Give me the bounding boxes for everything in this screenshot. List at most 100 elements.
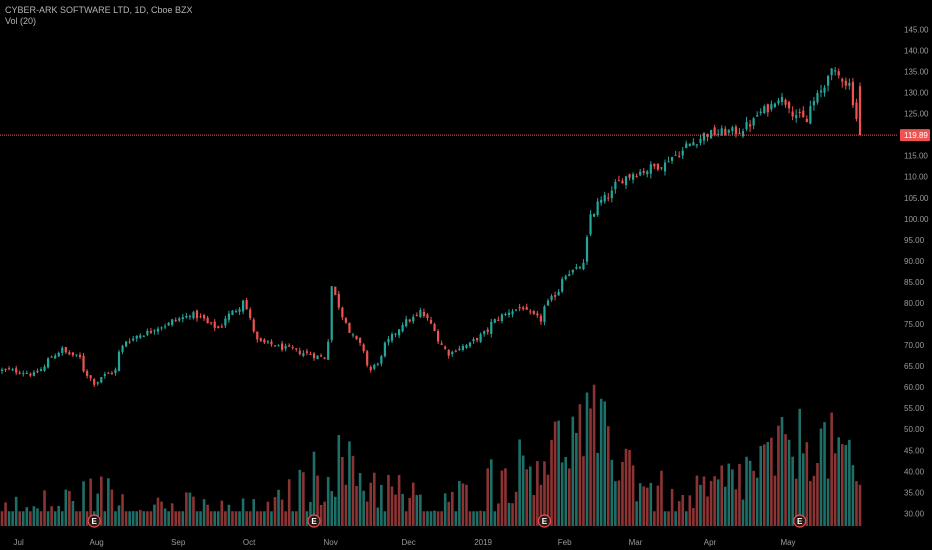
candle-body [355,335,358,340]
candle [525,303,528,310]
earnings-marker[interactable]: E [307,514,321,528]
volume-bar [826,478,830,526]
candle-body [249,309,252,319]
volume-bar [571,416,575,526]
symbol-title[interactable]: CYBER-ARK SOFTWARE LTD, 1D, Cboe BZX [5,5,193,15]
volume-bar [433,510,436,526]
volume-bar [110,489,114,526]
earnings-marker[interactable]: E [87,514,101,528]
candle-body [405,319,408,327]
candle [738,127,741,135]
candle-body [617,180,621,182]
candle [54,353,57,359]
price-axis[interactable]: 145.00140.00135.00130.00125.00120.00115.… [904,25,929,518]
candle [451,350,454,357]
candle-body [57,352,60,357]
volume-bar [840,444,844,526]
volume-bar [777,425,780,526]
volume-bar [39,511,43,526]
candle [259,337,262,342]
volume-bar [660,470,663,526]
volume-bar [699,484,702,526]
candle [741,128,745,138]
candle-body [383,342,387,357]
candle [39,367,43,372]
candle-body [461,346,465,350]
candle [582,259,585,271]
earnings-marker-circle [87,514,101,528]
volume-bar [780,416,784,526]
candle-body [770,104,773,110]
candle [819,84,823,98]
candle [844,77,847,90]
candle-body [465,345,468,348]
volume-bar [755,477,759,526]
candle-body [348,322,351,333]
volume-bar [553,421,557,526]
volume-bar [461,483,465,526]
volume-bar [748,460,752,526]
candle [670,156,674,164]
candle-body [475,337,479,341]
candle [376,362,379,367]
candle [305,348,309,356]
earnings-marker[interactable]: E [537,514,552,528]
candle [199,313,202,319]
candle [596,198,599,217]
candle [514,309,518,312]
volume-bar [628,450,631,526]
volume-bar [784,434,787,526]
candle [89,375,92,382]
candle [550,294,553,302]
candle [663,159,667,176]
candle-body [284,345,287,349]
candle [621,178,624,184]
earnings-marker[interactable]: E [793,514,807,528]
time-tick-label: Apr [704,538,717,547]
candle-body [334,286,337,295]
volume-bar [667,511,670,526]
volume-bar [78,511,82,526]
candle-body [522,307,525,310]
volume-bar [323,501,326,526]
volume-bar [82,481,85,526]
volume-bar [787,439,791,526]
candle-body [628,174,631,178]
volume-bar [606,426,610,526]
candle [773,102,777,109]
volume-bar [124,511,128,526]
candle-body [298,350,301,355]
candle-body [571,269,574,273]
volume-bar [621,461,624,526]
volume-bar [837,437,841,526]
volume-bar [504,468,507,526]
volume-bar [138,509,142,526]
candle-body [678,155,681,157]
volume-bar [823,422,826,526]
candle [763,104,766,115]
volume-bar [692,508,695,526]
volume-bar [121,494,124,526]
price-tick-label: 135.00 [904,68,929,77]
volume-indicator-label[interactable]: Vol (20) [5,16,37,26]
volume-bar [29,511,32,526]
candle [327,339,330,360]
volume-bar [316,475,319,526]
candle-body [220,326,223,328]
candle [124,340,128,348]
candle-body [759,111,762,114]
volume-bar [50,506,53,526]
volume-bar [575,432,578,526]
volume-bar [206,504,209,526]
candle [780,92,784,106]
candle [483,330,486,337]
candle [468,341,472,349]
candle [284,343,287,352]
volume-bar [727,463,731,526]
volume-bar [578,404,582,526]
candle [660,167,663,171]
candle-body [217,326,220,329]
time-axis[interactable]: Jul Aug Sep Oct Nov Dec 2019 Feb Mar Apr May [14,538,796,547]
